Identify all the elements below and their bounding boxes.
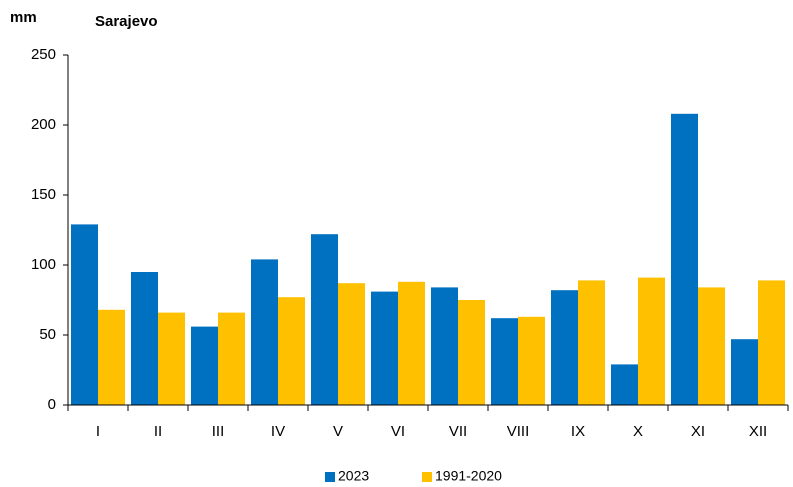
y-tick-label: 150 xyxy=(31,186,56,203)
chart-title: Sarajevo xyxy=(95,13,158,30)
y-tick-label: 50 xyxy=(39,326,56,343)
y-tick-label: 250 xyxy=(31,46,56,63)
x-tick-label: XII xyxy=(749,423,767,440)
legend-label: 1991-2020 xyxy=(435,468,502,484)
bar xyxy=(458,300,485,405)
x-tick-label: V xyxy=(333,423,343,440)
bar xyxy=(251,259,278,405)
x-tick-label: I xyxy=(96,423,100,440)
bar xyxy=(278,297,305,405)
bar xyxy=(758,280,785,405)
bar xyxy=(578,280,605,405)
y-tick-label: 100 xyxy=(31,256,56,273)
x-tick-label: XI xyxy=(691,423,705,440)
bar xyxy=(218,312,245,405)
x-tick-label: III xyxy=(212,423,225,440)
bar xyxy=(518,316,545,405)
x-tick-label: IX xyxy=(571,423,585,440)
bar xyxy=(398,281,425,405)
x-tick-label: X xyxy=(633,423,643,440)
y-tick-label: 0 xyxy=(48,396,56,413)
x-tick-label: VI xyxy=(391,423,405,440)
bar xyxy=(611,364,638,405)
bar xyxy=(158,312,185,405)
bar xyxy=(491,318,518,405)
bar xyxy=(671,113,698,406)
bar xyxy=(131,272,158,405)
bar xyxy=(71,224,98,405)
bar xyxy=(371,291,398,405)
bar xyxy=(551,290,578,405)
bar xyxy=(98,309,125,405)
bar xyxy=(731,339,758,405)
bar xyxy=(638,277,665,405)
bar xyxy=(338,283,365,405)
bar xyxy=(431,287,458,405)
x-tick-label: VIII xyxy=(507,423,530,440)
legend-swatch xyxy=(325,472,335,482)
legend-label: 2023 xyxy=(338,468,369,484)
y-tick-label: 200 xyxy=(31,116,56,133)
bar xyxy=(191,326,218,405)
bar xyxy=(311,234,338,405)
x-tick-label: II xyxy=(154,423,162,440)
y-axis-label: mm xyxy=(10,9,37,26)
bar xyxy=(698,287,725,405)
x-tick-label: IV xyxy=(271,423,285,440)
legend-swatch xyxy=(422,472,432,482)
x-tick-label: VII xyxy=(449,423,467,440)
